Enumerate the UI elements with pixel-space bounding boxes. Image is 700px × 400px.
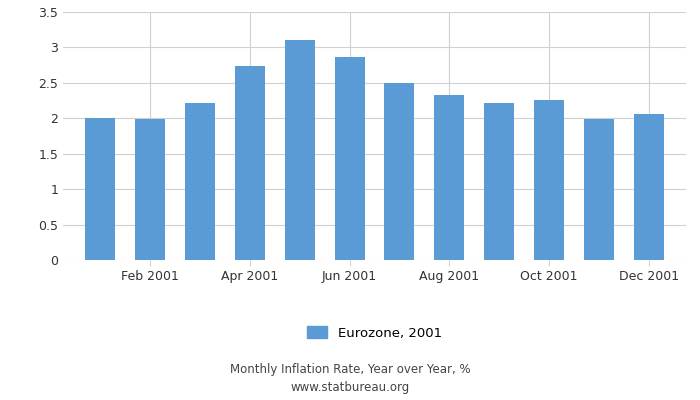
Legend: Eurozone, 2001: Eurozone, 2001 (302, 321, 447, 345)
Bar (384, 83, 414, 260)
Bar (285, 40, 315, 260)
Bar (135, 119, 165, 260)
Bar (335, 57, 365, 260)
Bar (85, 118, 116, 260)
Bar (434, 95, 464, 260)
Text: Monthly Inflation Rate, Year over Year, %: Monthly Inflation Rate, Year over Year, … (230, 364, 470, 376)
Bar (185, 103, 215, 260)
Bar (235, 66, 265, 260)
Bar (534, 100, 564, 260)
Bar (584, 119, 614, 260)
Bar (484, 104, 514, 260)
Bar (634, 114, 664, 260)
Text: www.statbureau.org: www.statbureau.org (290, 382, 410, 394)
